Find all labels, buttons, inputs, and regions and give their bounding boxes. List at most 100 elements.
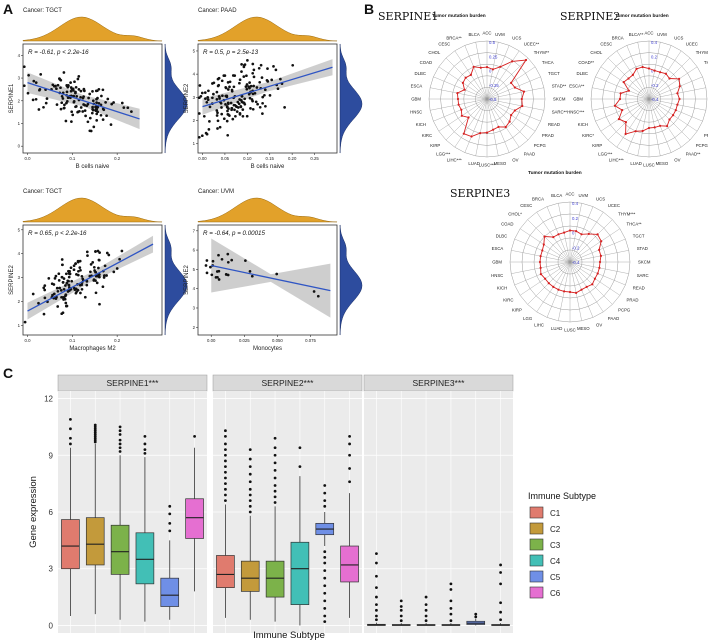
data-point [245,87,249,91]
data-point [112,101,115,104]
data-point [61,311,65,315]
radar-spoke [486,98,520,148]
box-outlier [93,423,97,427]
data-point [105,114,108,118]
radar-category-label: TGCT [548,71,560,76]
data-point [22,65,26,69]
radar-ring-label: 0.4 [572,201,579,206]
data-point [242,101,246,105]
radar-point [622,81,625,84]
radar-point [463,88,466,91]
radar-category-label: THCA** [627,222,642,227]
data-point [270,78,274,82]
legend-swatch [529,554,544,567]
data-point [62,71,66,74]
radar-spoke [486,50,520,100]
data-point [68,272,72,276]
radar-subtitle: Tumor mutation burden [615,13,669,19]
data-point [220,257,224,261]
data-point [224,103,227,106]
radar-category-label: OV [596,322,602,327]
radar-category-label: DLBC [415,71,426,76]
legend-title: Immune Subtype [528,491,596,501]
data-point [76,110,79,114]
box-outlier [168,504,172,508]
radar-point [575,291,578,294]
box-body [265,560,285,598]
data-point [279,77,282,81]
data-point [118,257,121,261]
side-density [339,43,363,154]
data-point [251,71,255,75]
panel-a-scatter-plots: Cancer: TGCT R = -0.61, p < 2.2e-16 0.0 0.1… [9,8,363,352]
radar-category-label: ESCA** [569,84,584,89]
radar-point [678,77,681,80]
data-point [91,99,95,103]
radar-category-label: READ [548,122,560,127]
data-point [64,293,68,297]
radar-spoke [569,250,629,263]
data-point [216,119,220,123]
radar-ring-label: -0.4 [572,260,580,265]
box-outlier [224,429,227,433]
data-point [37,301,40,305]
radar-point [497,125,500,128]
data-point [252,68,256,72]
data-point [97,258,101,262]
data-point [85,250,89,254]
radar-point [659,124,662,127]
data-point [224,85,228,89]
data-point [316,294,320,298]
data-point [216,127,219,130]
data-point [87,96,90,100]
box-outlier [375,614,378,618]
radar-point [596,233,599,236]
radar-point [598,260,602,264]
radar-point [653,126,656,129]
data-point [72,264,76,268]
y-tick-label: 12 [44,395,53,404]
data-point [68,289,71,292]
radar-point [664,72,668,75]
box-outlier [193,434,196,438]
radar-point [504,125,507,129]
data-point [238,98,241,101]
data-point [94,270,97,274]
data-point [264,104,267,108]
radar-category-label: KIRC [422,133,432,138]
data-point [212,81,216,85]
radar-point [479,132,482,135]
radar-category-label: COAD [420,60,432,65]
box-outlier [399,605,403,608]
box-outlier [424,608,428,612]
radar-ring-label: 0.25 [489,54,498,59]
radar-category-label: LUAD [551,326,562,331]
box-outlier [69,427,72,431]
radar-point [520,97,523,101]
data-point [98,251,101,254]
radar-category-label: COAD** [578,60,594,65]
radar-point [568,290,572,294]
radar-category-label: KIRP [592,143,602,148]
radar-gene-title: SERPINE2 [560,10,620,23]
radar-category-label: BRCA [532,197,544,202]
data-point [76,273,80,277]
data-point [80,287,84,291]
box-outlier [224,499,227,503]
radar-spoke [519,228,571,263]
data-point [109,123,113,126]
data-point [94,108,98,111]
radar-category-label: PRAD [542,133,554,138]
radar-category-label: CHOL* [508,211,522,216]
box-outlier [273,476,277,480]
data-point [107,253,111,257]
box-outlier [348,467,351,470]
radar-category-label: LIHC*** [609,158,624,163]
box-outlier [399,614,403,618]
box-outlier [399,599,403,603]
radar-category-label: LUAD [630,161,641,166]
radar-category-label: PAAD** [686,151,701,156]
radar-point [557,233,560,236]
radar-category-label: KIRP [512,308,522,313]
